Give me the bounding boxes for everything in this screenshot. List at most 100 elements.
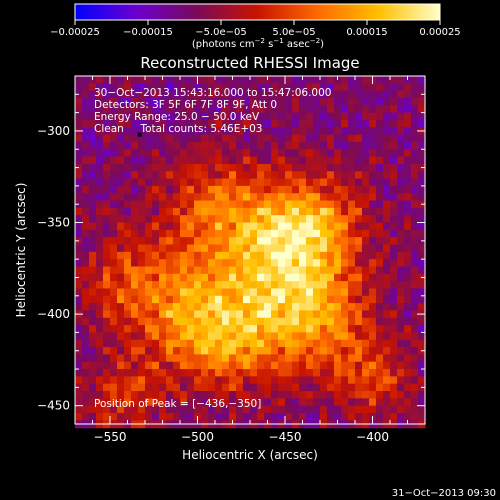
heatmap-cell	[243, 376, 251, 385]
heatmap-cell	[285, 200, 293, 209]
heatmap-cell	[299, 303, 307, 312]
heatmap-cell	[250, 134, 258, 143]
heatmap-cell	[222, 229, 230, 238]
heatmap-cell	[285, 83, 293, 92]
heatmap-cell	[236, 303, 244, 312]
heatmap-cell	[320, 325, 328, 334]
heatmap-cell	[131, 237, 139, 246]
heatmap-cell	[250, 317, 258, 326]
heatmap-cell	[208, 244, 216, 253]
heatmap-cell	[103, 251, 111, 260]
heatmap-cell	[376, 163, 384, 172]
heatmap-cell	[306, 413, 314, 421]
heatmap-cell	[390, 83, 398, 92]
heatmap-cell	[327, 215, 335, 224]
heatmap-cell	[187, 281, 195, 290]
heatmap-cell	[376, 90, 384, 99]
heatmap-cell	[404, 207, 412, 216]
heatmap-cell	[243, 141, 251, 150]
heatmap-cell	[229, 361, 237, 370]
heatmap-cell	[383, 207, 391, 216]
heatmap-cell	[313, 200, 321, 209]
heatmap-cell	[285, 295, 293, 304]
heatmap-cell	[173, 347, 181, 355]
heatmap-cell	[131, 354, 139, 363]
heatmap-cell	[75, 288, 83, 297]
heatmap-cell	[138, 310, 146, 319]
heatmap-cell	[159, 288, 167, 297]
heatmap-cell	[250, 281, 258, 290]
heatmap-cell	[264, 281, 272, 290]
heatmap-cell	[110, 193, 118, 202]
heatmap-cell	[285, 332, 293, 341]
heatmap-cell	[257, 156, 265, 165]
heatmap-cell	[411, 193, 419, 202]
heatmap-cell	[327, 90, 335, 99]
heatmap-cell	[208, 127, 216, 136]
heatmap-cell	[355, 90, 363, 99]
heatmap-cell	[397, 112, 405, 121]
heatmap-cell	[110, 112, 118, 121]
heatmap-cell	[166, 405, 174, 414]
heatmap-cell	[194, 266, 202, 275]
heatmap-cell	[348, 347, 356, 355]
heatmap-cell	[250, 149, 258, 158]
heatmap-cell	[285, 339, 293, 348]
heatmap-cell	[131, 178, 139, 187]
heatmap-cell	[159, 281, 167, 290]
heatmap-cell	[201, 171, 209, 180]
heatmap-cell	[334, 376, 342, 385]
heatmap-cell	[187, 354, 195, 363]
heatmap-cell	[187, 149, 195, 158]
heatmap-cell	[313, 105, 321, 114]
heatmap-cell	[292, 127, 300, 136]
heatmap-cell	[320, 281, 328, 290]
heatmap-cell	[376, 281, 384, 290]
heatmap-cell	[285, 90, 293, 99]
heatmap-cell	[208, 383, 216, 392]
heatmap-cell	[264, 273, 272, 282]
heatmap-cell	[187, 413, 195, 421]
heatmap-cell	[250, 119, 258, 128]
heatmap-cell	[166, 244, 174, 253]
heatmap-cell	[180, 376, 188, 385]
heatmap-cell	[341, 222, 349, 231]
heatmap-cell	[117, 97, 125, 106]
heatmap-cell	[355, 193, 363, 202]
heatmap-cell	[215, 193, 223, 202]
heatmap-cell	[404, 405, 412, 414]
heatmap-cell	[327, 376, 335, 385]
heatmap-cell	[313, 97, 321, 106]
heatmap-cell	[222, 325, 230, 334]
heatmap-cell	[404, 97, 412, 106]
heatmap-cell	[306, 193, 314, 202]
heatmap-cell	[243, 200, 251, 209]
heatmap-cell	[243, 369, 251, 377]
heatmap-cell	[390, 112, 398, 121]
heatmap-cell	[418, 76, 426, 84]
heatmap-cell	[397, 398, 405, 407]
heatmap-cell	[334, 127, 342, 136]
heatmap-cell	[278, 193, 286, 202]
heatmap-cell	[82, 149, 90, 158]
heatmap-cell	[131, 288, 139, 297]
heatmap-cell	[103, 215, 111, 224]
heatmap-cell	[306, 273, 314, 282]
heatmap-cell	[327, 193, 335, 202]
heatmap-cell	[320, 413, 328, 421]
heatmap-cell	[369, 317, 377, 326]
heatmap-cell	[103, 112, 111, 121]
heatmap-cell	[82, 376, 90, 385]
heatmap-cell	[299, 339, 307, 348]
heatmap-cell	[390, 273, 398, 282]
heatmap-cell	[138, 207, 146, 216]
heatmap-cell	[117, 193, 125, 202]
heatmap-cell	[264, 376, 272, 385]
heatmap-cell	[348, 303, 356, 312]
heatmap-cell	[418, 317, 426, 326]
heatmap-cell	[145, 156, 153, 165]
heatmap-cell	[355, 266, 363, 275]
heatmap-cell	[390, 97, 398, 106]
heatmap-cell	[96, 112, 104, 121]
heatmap-cell	[152, 163, 160, 172]
